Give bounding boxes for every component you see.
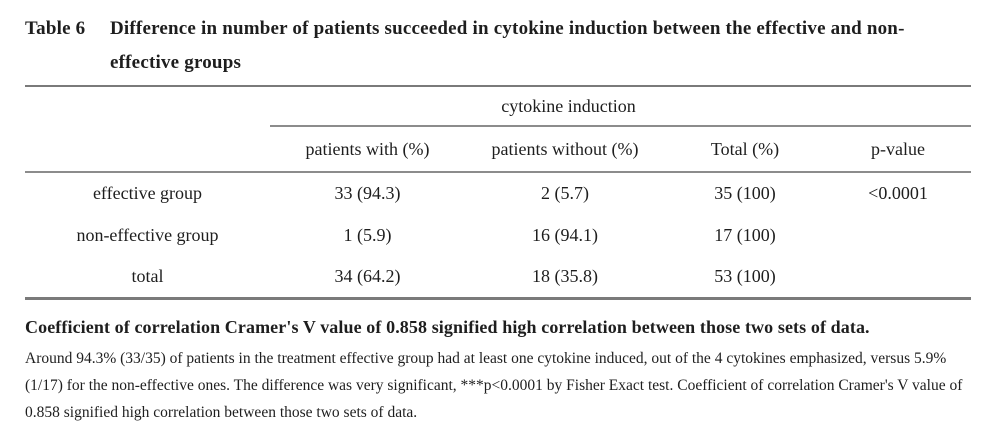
cell-total: 35 (100) <box>714 183 776 203</box>
table-row-effective-group: effective group 33 (94.3) 2 (5.7) 35 (10… <box>25 172 971 214</box>
cell-patients-without: 18 (35.8) <box>532 265 598 286</box>
cell-patients-with: 1 (5.9) <box>343 224 392 245</box>
row-label: non-effective group <box>76 224 219 245</box>
spanner-row: cytokine induction <box>25 86 971 127</box>
cell-patients-with: 34 (64.2) <box>334 265 401 286</box>
cell-pvalue <box>825 256 971 298</box>
cell-pvalue: <0.0001 <box>868 183 928 203</box>
column-header-patients-with: patients with (%) <box>270 126 465 173</box>
footnote-body: Around 94.3% (33/35) of patients in the … <box>25 349 963 421</box>
cell-pvalue <box>825 214 971 256</box>
table-row-total: total 34 (64.2) 18 (35.8) 53 (100) <box>25 256 971 298</box>
column-header-total: Total (%) <box>665 126 825 173</box>
column-header-patients-without: patients without (%) <box>465 126 665 173</box>
spanner-label: cytokine induction <box>270 86 971 127</box>
results-table: cytokine induction patients with (%) pat… <box>25 85 971 300</box>
row-label: total <box>131 265 164 286</box>
row-label: effective group <box>92 183 203 203</box>
column-header-pvalue: p-value <box>825 126 971 173</box>
table-number-label: Table 6 <box>25 18 86 39</box>
table-title-text: Difference in number of patients succeed… <box>110 12 975 80</box>
table-title: Table 6 Difference in number of patients… <box>25 12 975 80</box>
table-title-line2: effective groups <box>110 52 242 73</box>
column-header-row: patients with (%) patients without (%) T… <box>25 126 971 173</box>
cell-total: 53 (100) <box>714 265 776 286</box>
cell-patients-without: 2 (5.7) <box>541 183 589 203</box>
table-title-line1: Difference in number of patients succeed… <box>110 18 905 39</box>
cell-patients-without: 16 (94.1) <box>532 224 598 245</box>
cell-patients-with: 33 (94.3) <box>334 183 401 203</box>
footnote-bold: Coefficient of correlation Cramer's V va… <box>25 316 870 337</box>
table-row-non-effective-group: non-effective group 1 (5.9) 16 (94.1) 17… <box>25 214 971 256</box>
spanner-empty-cell <box>25 86 270 126</box>
column-header-row-label <box>25 126 270 173</box>
cell-total: 17 (100) <box>714 224 776 245</box>
